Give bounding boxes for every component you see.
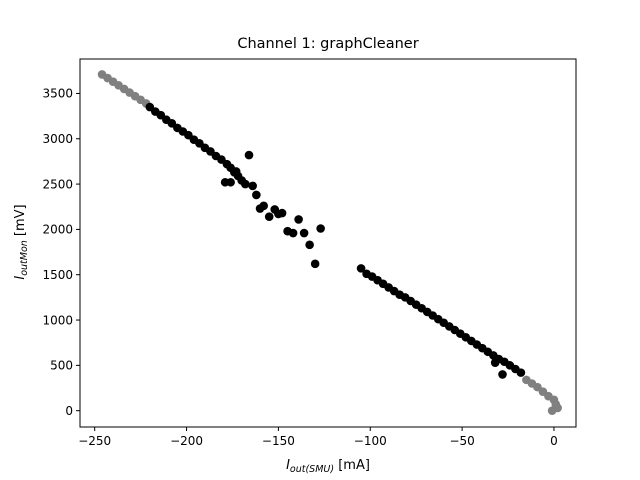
x-tick-label: −250 xyxy=(78,434,111,448)
data-point xyxy=(516,368,526,377)
y-axis: 0 500 1000 1500 2000 2500 3000 3500 xyxy=(42,87,80,418)
y-tick-label: 1500 xyxy=(42,268,73,282)
y-tick-label: 2500 xyxy=(42,177,73,191)
data-point xyxy=(288,228,298,238)
data-point xyxy=(248,181,257,191)
series-1 xyxy=(145,102,526,379)
y-tick-label: 2000 xyxy=(42,223,73,237)
plot-area xyxy=(79,58,577,428)
data-point xyxy=(226,177,235,187)
data-point xyxy=(231,167,241,176)
data-point xyxy=(356,264,366,273)
data-point xyxy=(259,201,269,211)
data-point xyxy=(490,358,500,367)
chart-title: Channel 1: graphCleaner xyxy=(237,36,418,52)
data-point xyxy=(241,179,250,189)
data-point xyxy=(299,228,309,238)
series-0 xyxy=(97,70,562,415)
data-point xyxy=(305,240,314,250)
x-tick-label: −100 xyxy=(354,434,387,448)
x-tick-label: −200 xyxy=(170,434,203,448)
y-tick-label: 3000 xyxy=(42,132,73,146)
data-point xyxy=(498,370,507,379)
data-point xyxy=(244,150,254,160)
y-tick-label: 1000 xyxy=(42,313,73,327)
x-tick-label: 0 xyxy=(550,434,558,448)
data-point xyxy=(547,406,557,415)
data-point xyxy=(277,208,287,218)
x-tick-label: −50 xyxy=(449,434,474,448)
y-axis-label: IoutMon [mV] xyxy=(13,204,30,279)
y-tick-label: 0 xyxy=(65,404,73,418)
data-point xyxy=(316,224,325,233)
data-point xyxy=(252,190,261,200)
data-point xyxy=(310,259,320,269)
x-axis: −250 −200 −150 −100 −50 0 xyxy=(78,427,558,448)
x-axis-label: Iout(SMU) [mA] xyxy=(286,458,370,475)
data-point xyxy=(294,215,303,224)
x-tick-label: −150 xyxy=(262,434,295,448)
y-tick-label: 3500 xyxy=(42,87,73,101)
plot-frame xyxy=(79,58,577,428)
data-point xyxy=(264,212,274,222)
y-tick-label: 500 xyxy=(50,359,73,373)
